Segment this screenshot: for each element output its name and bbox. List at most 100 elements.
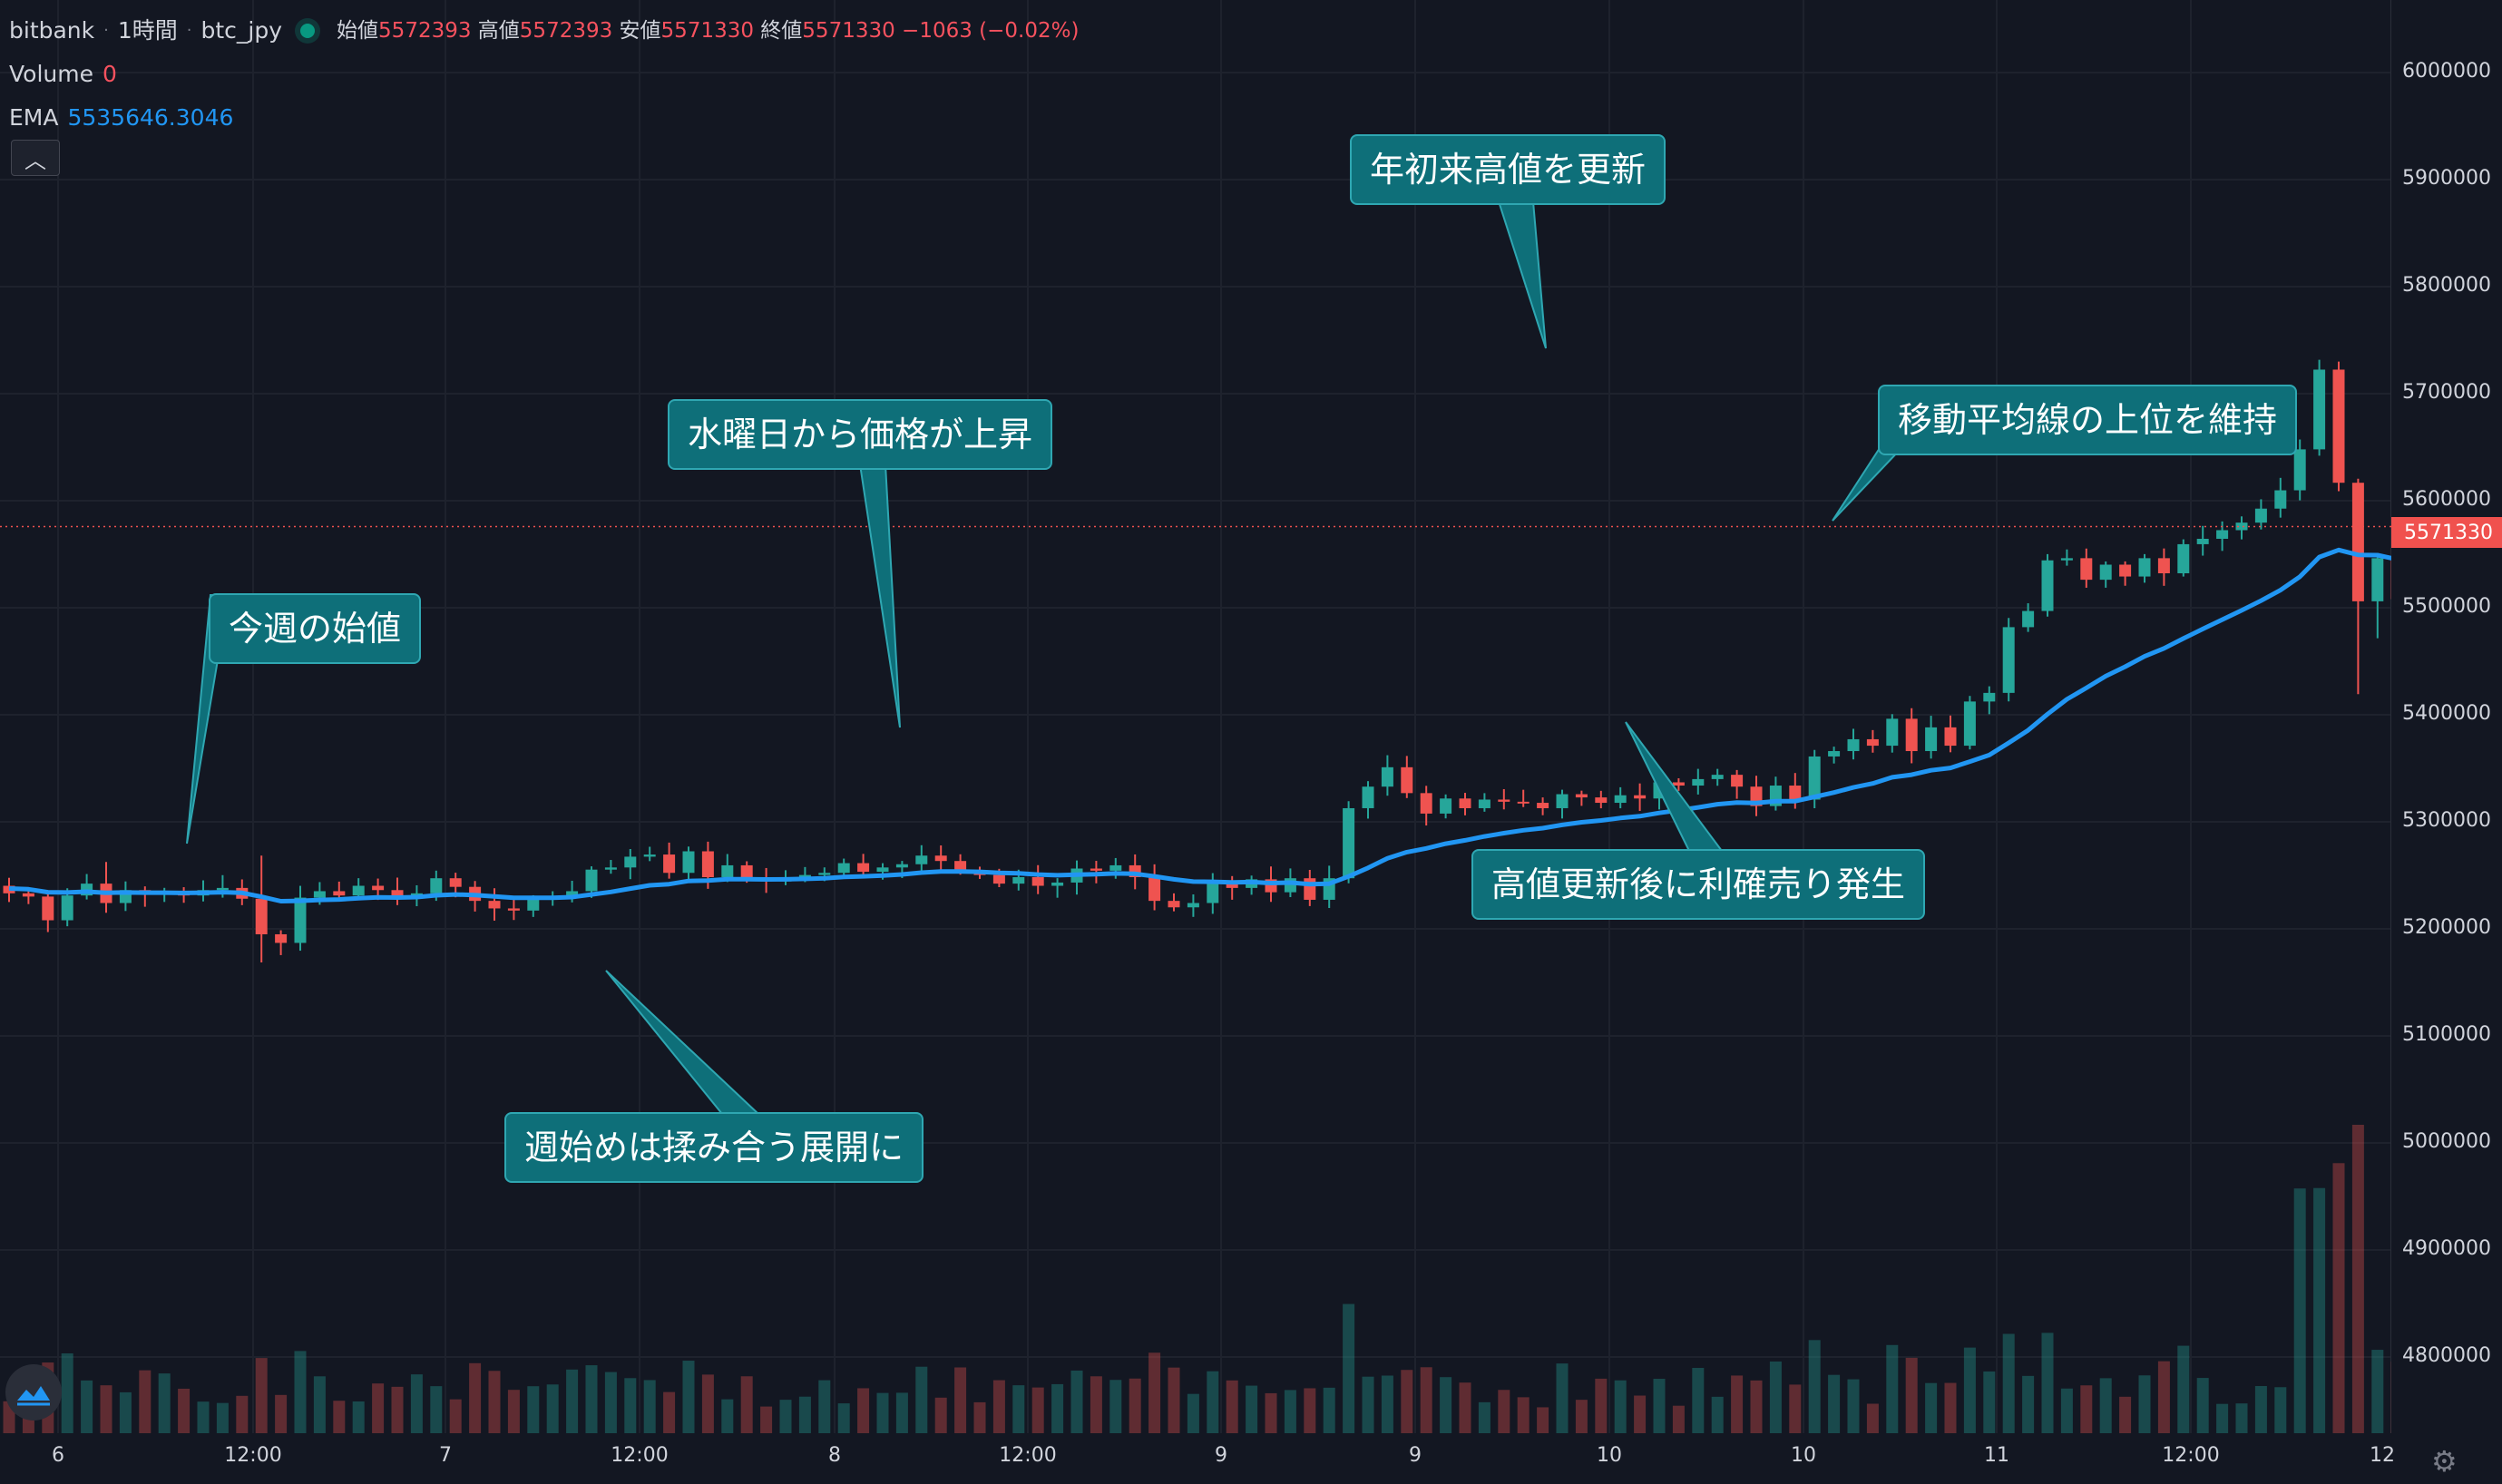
time-tick: 12:00 [611,1444,669,1467]
price-chart[interactable] [0,0,2391,1433]
volume-bar [391,1386,404,1433]
volume-bar [1109,1380,1122,1433]
volume-bar [1789,1384,1802,1433]
candle-body [2022,610,2035,628]
candle-body [585,869,598,892]
volume-bars [3,1125,2391,1433]
candle-body [1478,799,1490,808]
volume-bar [2332,1163,2345,1433]
volume-bar [643,1380,656,1433]
candle-body [895,864,908,868]
candle-body [1672,782,1685,786]
ema-legend[interactable]: EMA 5535646.3046 [9,104,234,131]
volume-bar [197,1401,210,1433]
candle-body [1886,718,1899,747]
tradingview-logo-icon[interactable] [5,1364,62,1421]
volume-bar [1517,1397,1530,1433]
volume-bar [2119,1396,2132,1433]
price-tick: 5600000 [2402,488,2491,511]
candle-body [1401,766,1413,794]
candle-body [740,864,753,880]
volume-bar [1769,1361,1782,1433]
candle-body [507,908,520,911]
candle-body [2002,627,2015,693]
volume-bar [2293,1188,2306,1433]
candle-body [1440,798,1452,814]
candle-body [1905,718,1918,752]
volume-bar [119,1391,132,1433]
volume-bar [2196,1378,2209,1433]
volume-bar [2138,1375,2151,1433]
callout-above-ma: 移動平均線の上位を維持 [1878,385,2298,455]
candle-body [488,901,501,909]
callout-ytd-high: 年初来高値を更新 [1350,134,1666,205]
volume-bar [1653,1379,1666,1433]
volume-bar [1207,1371,1219,1433]
volume-bar [1246,1385,1258,1433]
candle-body [837,863,850,874]
candle-body [1595,797,1608,804]
candle-body [2293,449,2306,491]
candle-body [1090,868,1102,871]
candle-body [61,895,73,921]
volume-bar [604,1372,617,1433]
volume-bar [2041,1333,2054,1433]
volume-bar [2313,1187,2326,1433]
volume-bar [1031,1387,1044,1433]
volume-bar [1343,1303,1355,1433]
last-price-label: 5571330 [2391,517,2502,548]
candle-body [1789,786,1802,800]
volume-bar [1634,1395,1647,1433]
volume-bar [1692,1368,1705,1433]
time-axis[interactable]: 6 12:00 7 12:00 8 12:00 9 9 10 10 11 12:… [0,1433,2395,1484]
candle-body [954,861,967,871]
separator: · [186,21,192,40]
price-axis[interactable]: 6000000 5900000 5800000 5700000 5600000 … [2391,0,2502,1433]
volume-bar [2254,1385,2267,1433]
candle-body [1711,775,1724,779]
exchange-name[interactable]: bitbank [9,17,95,44]
candle-body [1168,901,1180,908]
symbol-label[interactable]: btc_jpy [200,17,283,44]
price-tick: 4800000 [2402,1344,2491,1367]
candle-body [915,855,928,864]
volume-bar [449,1399,462,1433]
candle-body [275,933,288,943]
volume-bar [1440,1377,1452,1433]
volume-bar [1478,1401,1490,1433]
volume-bar [1750,1380,1763,1433]
ohlc-values: 始値5572393 高値5572393 安値5571330 終値5571330 … [337,19,1080,43]
price-tick: 5000000 [2402,1130,2491,1153]
time-tick: 10 [1791,1444,1816,1467]
candle-body [1983,692,1996,702]
candle-body [449,878,462,887]
volume-bar [701,1374,714,1433]
candle-body [2332,369,2345,483]
volume-bar [2274,1387,2287,1433]
settings-gear-icon[interactable]: ⚙ [2431,1444,2458,1479]
volume-bar [372,1383,385,1433]
collapse-legend-button[interactable]: ︿ [11,140,60,176]
volume-bar [178,1388,191,1433]
time-tick: 12 [2370,1444,2395,1467]
volume-bar [1304,1388,1316,1433]
time-tick: 6 [52,1444,64,1467]
volume-legend[interactable]: Volume 0 [9,61,117,87]
price-tick: 5400000 [2402,702,2491,725]
volume-bar [2177,1345,2190,1433]
candle-body [2080,558,2093,581]
time-tick: 12:00 [224,1444,282,1467]
volume-bar [1711,1396,1724,1433]
callout-profit-taking: 高値更新後に利確売り発生 [1471,849,1926,920]
pointer-ytd-high [1497,200,1547,349]
interval-label[interactable]: 1時間 [117,17,178,44]
volume-bar [1323,1387,1335,1433]
volume-bar [61,1352,73,1433]
price-tick: 5200000 [2402,916,2491,939]
candle-body [2060,558,2073,561]
volume-bar [721,1399,734,1433]
volume-bar [1129,1378,1141,1433]
separator: · [103,21,109,40]
volume-bar [488,1371,501,1433]
candle-body [1517,801,1530,804]
